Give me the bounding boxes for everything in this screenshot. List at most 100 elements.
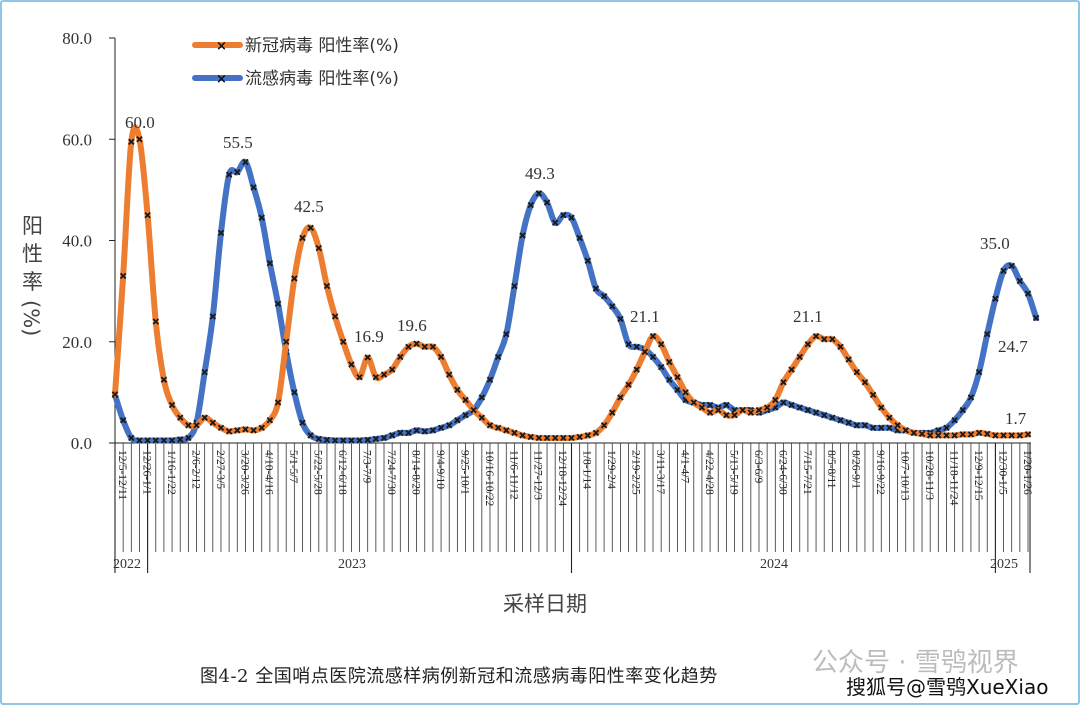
x-marker-icon: [136, 136, 143, 143]
x-marker-icon: [625, 381, 632, 389]
x-marker-icon: [796, 404, 803, 411]
x-tick-label: 6/24-6/30: [776, 450, 788, 495]
x-marker-icon: [576, 234, 583, 242]
x-marker-icon: [519, 432, 526, 439]
x-marker-icon: [405, 343, 412, 351]
x-marker-icon: [266, 260, 274, 267]
x-marker-icon: [731, 411, 738, 419]
axes: 0.0 20.0 40.0 60.0 80.0: [62, 29, 1031, 453]
x-marker-icon: [331, 313, 339, 320]
x-marker-icon: [609, 303, 616, 310]
y-title-char-3: 率: [22, 270, 43, 294]
x-marker-icon: [372, 373, 380, 381]
x-marker-icon: [804, 341, 812, 348]
x-marker-icon: [176, 414, 184, 421]
x-marker-icon: [217, 229, 225, 237]
x-marker-icon: [429, 343, 437, 351]
y-tick-label: 80.0: [62, 29, 92, 48]
x-marker-icon: [649, 353, 657, 361]
x-marker-icon: [454, 386, 461, 394]
x-marker-icon: [429, 427, 437, 434]
y-title-unit: (%): [19, 300, 43, 336]
x-tick-label: 1/16-1/22: [165, 450, 177, 495]
x-marker-icon: [437, 353, 445, 361]
x-marker-icon: [763, 404, 771, 411]
x-marker-icon: [119, 272, 127, 280]
x-marker-icon: [388, 432, 396, 439]
x-marker-icon: [886, 414, 893, 421]
x-marker-icon: [543, 199, 551, 206]
x-marker-icon: [935, 427, 942, 434]
x-tick-label: 2/19-2/25: [630, 450, 642, 495]
y-title-char-2: 性: [22, 242, 43, 266]
x-marker-icon: [193, 422, 200, 429]
x-marker-icon: [494, 424, 502, 432]
x-marker-icon: [568, 214, 575, 221]
x-marker-icon: [307, 224, 314, 232]
x-marker-icon: [666, 376, 673, 383]
x-marker-icon: [804, 406, 812, 414]
x-tick-label: 8/26-9/1: [850, 450, 862, 489]
x-marker-icon: [315, 435, 323, 443]
x-tick-label: 2/27-3/5: [214, 450, 226, 489]
x-marker-icon: [258, 424, 265, 432]
x-marker-icon: [714, 406, 722, 414]
x-marker-icon: [323, 436, 331, 444]
x-tick-label: 11/27-12/3: [532, 450, 544, 500]
x-marker-icon: [266, 416, 274, 424]
x-marker-icon: [397, 429, 404, 437]
x-marker-icon: [258, 214, 265, 221]
x-marker-icon: [543, 434, 551, 442]
y-tick-label: 20.0: [62, 333, 92, 352]
x-marker-icon: [185, 434, 192, 442]
x-marker-icon: [519, 232, 526, 239]
watermark-sohu: 搜狐号@雪鸮XueXiao: [846, 675, 1049, 699]
x-marker-icon: [1032, 314, 1040, 322]
x-tick-label: 7/15-7/21: [801, 450, 813, 495]
x-marker-icon: [584, 257, 592, 264]
legend-covid-label: 新冠病毒 阳性率(%): [245, 36, 399, 56]
x-marker-icon: [494, 353, 502, 361]
x-marker-icon: [837, 343, 844, 351]
x-marker-icon: [625, 341, 632, 348]
x-tick-label: 8/5-8/11: [825, 450, 837, 489]
x-marker-icon: [592, 429, 600, 437]
x-marker-icon: [503, 427, 510, 434]
x-tick-label: 1/20-1/26: [1021, 450, 1033, 495]
data-label: 1.7: [1005, 409, 1027, 428]
legend-flu-label: 流感病毒 阳性率(%): [245, 69, 399, 89]
legend-covid-marker-icon: ×: [216, 39, 227, 54]
x-marker-icon: [160, 437, 168, 444]
x-tick-label: 5/22-5/28: [312, 450, 324, 495]
x-marker-icon: [291, 389, 298, 396]
x-marker-icon: [739, 406, 746, 414]
x-tick-label: 3/20-3/26: [238, 450, 250, 495]
x-marker-icon: [144, 211, 151, 219]
x-tick-label: 7/3-7/9: [361, 450, 373, 483]
data-label: 24.7: [998, 337, 1028, 356]
x-marker-icon: [478, 394, 486, 401]
x-marker-icon: [470, 406, 477, 414]
x-marker-icon: [445, 422, 453, 429]
x-marker-icon: [217, 424, 225, 432]
x-marker-icon: [144, 437, 151, 444]
x-marker-icon: [780, 399, 787, 406]
x-marker-icon: [886, 424, 893, 432]
x-tick-label: 8/14-8/20: [409, 450, 421, 495]
x-marker-icon: [478, 414, 486, 421]
x-marker-icon: [437, 424, 445, 432]
data-annotations: 60.0 55.5 42.5 16.9 19.6 49.3 21.1 21.1 35.0 24.7…: [125, 113, 1028, 428]
x-marker-icon: [168, 437, 176, 444]
x-marker-icon: [641, 348, 649, 356]
x-tick-label: 12/26-1/1: [140, 450, 152, 495]
x-marker-icon: [878, 404, 885, 411]
x-marker-icon: [943, 424, 950, 432]
x-tick-label: 12/9-12/15: [972, 450, 984, 501]
x-marker-icon: [747, 409, 755, 416]
x-marker-icon: [935, 432, 942, 439]
x-tick-label: 1/29-2/4: [605, 450, 617, 489]
x-tick-label: 9/16-9/22: [874, 450, 886, 495]
x-marker-icon: [845, 419, 852, 426]
x-marker-icon: [225, 428, 233, 435]
